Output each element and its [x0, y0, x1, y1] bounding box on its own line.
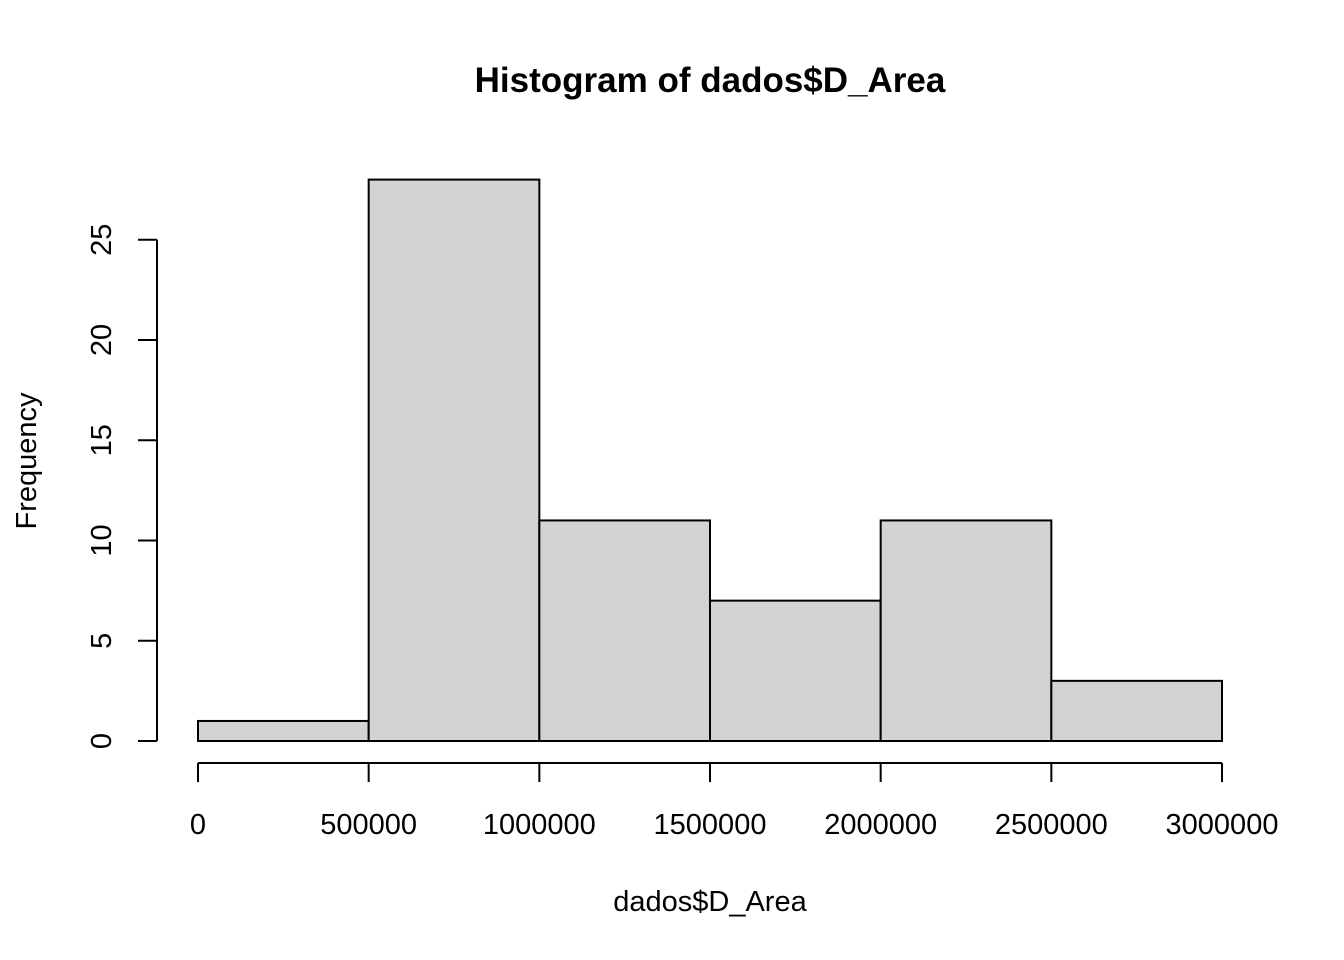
y-tick-label-2: 10: [86, 524, 118, 556]
histogram-bar-0: [197, 719, 370, 743]
histogram-bars: [197, 178, 1224, 743]
chart-title: Histogram of dados$D_Area: [475, 61, 946, 100]
histogram-bar-5: [1050, 679, 1224, 742]
y-axis: 0 5 10 15 20 25: [86, 224, 158, 749]
y-tick-label-4: 20: [86, 324, 118, 356]
y-tick-label-5: 25: [86, 224, 118, 256]
x-tick-label-6: 3000000: [1166, 809, 1279, 841]
x-tick-label-0: 0: [190, 809, 206, 841]
x-tick-label-2: 1000000: [483, 809, 596, 841]
histogram-bar-1: [367, 178, 541, 743]
y-tick-label-0: 0: [86, 733, 118, 749]
x-tick-label-4: 2000000: [824, 809, 937, 841]
histogram-bar-4: [879, 519, 1053, 743]
histogram-bar-3: [709, 599, 882, 743]
y-tick-label-3: 15: [86, 424, 118, 456]
x-axis-title: dados$D_Area: [613, 886, 807, 918]
y-axis-title: Frequency: [11, 392, 43, 530]
y-tick-label-1: 5: [86, 633, 118, 649]
histogram-bar-2: [538, 519, 711, 743]
x-tick-label-5: 2500000: [995, 809, 1108, 841]
x-axis: 0 500000 1000000 1500000 2000000 2500000 30000…: [190, 762, 1279, 841]
x-tick-label-3: 1500000: [654, 809, 767, 841]
x-tick-label-1: 500000: [320, 809, 417, 841]
